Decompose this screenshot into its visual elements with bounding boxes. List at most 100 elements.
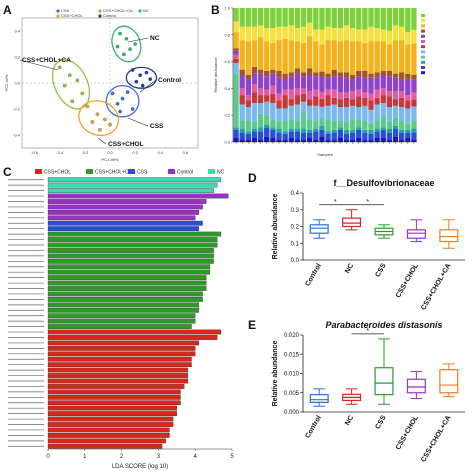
bar-segment xyxy=(362,97,368,106)
bar-segment xyxy=(343,72,350,78)
bar-segment xyxy=(300,101,307,113)
data-point xyxy=(148,77,153,81)
bar-segment xyxy=(294,88,301,96)
bar-segment xyxy=(374,89,380,98)
bar-segment xyxy=(343,97,350,108)
data-point xyxy=(124,36,129,41)
bar-segment xyxy=(405,132,411,138)
bar-segment xyxy=(405,73,411,80)
bar-segment xyxy=(386,96,393,108)
legend-swatch xyxy=(128,169,135,174)
data-point xyxy=(134,79,139,84)
legend-swatch xyxy=(421,29,425,33)
bar-segment xyxy=(282,131,288,134)
bar-segment xyxy=(264,95,270,102)
legend-label: NC xyxy=(217,170,225,176)
bar-segment xyxy=(245,107,251,121)
significance-label: * xyxy=(366,328,369,335)
lda-bar xyxy=(47,199,207,204)
bar-segment xyxy=(245,75,251,80)
bar-segment xyxy=(257,95,264,104)
bar-segment xyxy=(233,32,239,49)
bar-segment xyxy=(288,137,294,142)
box xyxy=(406,378,426,394)
bar-segment xyxy=(264,76,270,90)
legend-swatch xyxy=(421,71,425,75)
bar-segment xyxy=(399,120,405,130)
data-point xyxy=(133,42,137,46)
bar-segment xyxy=(251,8,258,27)
bar-segment xyxy=(319,136,325,142)
lda-bar xyxy=(47,182,218,188)
data-point xyxy=(57,65,62,70)
bar-segment xyxy=(368,26,374,42)
bar-segment xyxy=(294,120,301,129)
x-tick-label: 0.0 xyxy=(107,150,113,155)
bar-segment xyxy=(392,91,399,100)
bar-segment xyxy=(368,139,374,142)
bar-segment xyxy=(343,129,350,134)
lda-bar xyxy=(47,280,207,286)
bar-segment xyxy=(300,8,307,27)
lda-bar xyxy=(47,362,192,368)
lda-bar xyxy=(47,209,200,215)
bar-segment xyxy=(239,95,245,105)
bar-segment xyxy=(313,76,319,90)
group-label: NC xyxy=(150,35,160,42)
legend-swatch xyxy=(421,14,425,17)
bar-segment xyxy=(294,8,301,29)
bar-segment xyxy=(374,97,380,105)
bar-segment xyxy=(343,40,350,73)
y-axis-label: Relative abundance xyxy=(272,341,279,407)
bar-segment xyxy=(392,128,399,137)
bar-segment xyxy=(349,28,356,42)
legend-swatch xyxy=(168,169,175,174)
bar-segment xyxy=(405,129,411,133)
x-tick-label: 0.6 xyxy=(183,150,189,155)
bar-segment xyxy=(349,129,356,133)
bar-segment xyxy=(251,103,258,122)
bar-segment xyxy=(313,105,319,121)
bar-segment xyxy=(233,129,239,138)
data-point xyxy=(125,90,130,94)
lda-bar xyxy=(47,443,163,449)
bar-segment xyxy=(362,129,368,133)
bar-segment xyxy=(288,128,294,132)
bar-segment xyxy=(300,93,307,102)
bar-segment xyxy=(411,120,417,129)
bar-segment xyxy=(276,108,282,122)
bar-segment xyxy=(282,120,288,132)
bar-segment xyxy=(362,42,368,71)
bar-segment xyxy=(282,89,288,96)
bar-segment xyxy=(356,76,362,90)
bar-segment xyxy=(245,95,251,101)
bar-segment xyxy=(380,70,386,75)
bar-segment xyxy=(405,108,411,124)
bar-segment xyxy=(300,76,307,89)
bar-segment xyxy=(245,131,251,134)
bar-segment xyxy=(392,25,399,41)
lda-bar xyxy=(47,275,207,281)
bar-segment xyxy=(233,50,239,55)
bar-segment xyxy=(245,79,251,96)
bar-segment xyxy=(245,26,251,42)
bar-segment xyxy=(245,139,251,142)
y-tick-label: 0.6 xyxy=(224,59,230,64)
legend-swatch xyxy=(421,40,425,43)
bar-segment xyxy=(337,8,343,29)
bar-segment xyxy=(270,73,276,86)
bar-segment xyxy=(251,128,258,132)
bar-segment xyxy=(313,72,319,77)
bar-segment xyxy=(319,98,325,107)
box-chart-desulfovibrionaceae: f__Desulfovibrionaceae 0.0 0.1 0.2 0.3 0.4 Rel… xyxy=(272,178,465,311)
bar-segment xyxy=(411,132,417,140)
lda-bar xyxy=(47,248,214,253)
panel-b: B 1.0 0.8 0.6 0.4 0.2 0.0 Relative abundance Sa… xyxy=(205,0,474,165)
bar-segment xyxy=(257,73,264,89)
box xyxy=(374,367,394,396)
bar-segment xyxy=(239,75,245,89)
bar-segment xyxy=(325,133,331,140)
y-tick-label: -0.4 xyxy=(13,133,21,138)
lda-bar xyxy=(47,433,170,438)
x-tick-label: 0 xyxy=(46,454,50,460)
